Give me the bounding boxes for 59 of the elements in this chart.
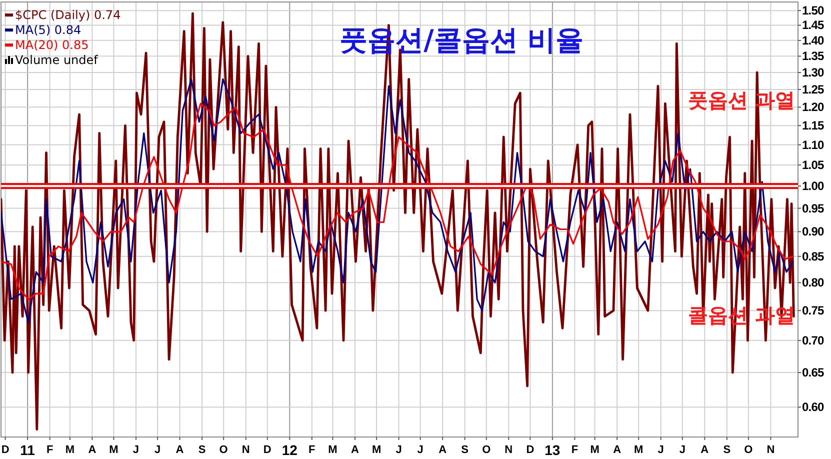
x-tick-label: S xyxy=(723,444,731,456)
y-tick-label: 1.40 xyxy=(802,33,824,48)
x-tick-label: 12 xyxy=(282,442,298,458)
y-tick-label: 1.50 xyxy=(802,4,824,18)
x-tick-label: M xyxy=(372,444,382,456)
y-tick-label: 0.75 xyxy=(802,304,824,318)
x-tick-label: A xyxy=(351,444,360,456)
x-tick-label: J xyxy=(132,444,140,456)
y-tick-label: 0.85 xyxy=(802,249,824,264)
x-tick-label: J xyxy=(396,444,402,456)
y-tick-label: 0.65 xyxy=(802,366,824,380)
x-tick-label: O xyxy=(219,444,228,456)
x-tick-label: D xyxy=(526,444,534,456)
x-tick-label: A xyxy=(176,444,184,456)
legend-label: $CPC (Daily) 0.74 xyxy=(15,8,121,22)
x-tick-label: J xyxy=(658,444,664,456)
x-tick-label: F xyxy=(571,444,578,456)
x-tick-label: M xyxy=(328,444,338,456)
y-tick-label: 1.10 xyxy=(802,138,824,152)
x-tick-label: A xyxy=(438,444,447,456)
x-tick-label: A xyxy=(88,444,96,456)
x-tick-label: J xyxy=(679,444,686,456)
y-tick-label: 0.60 xyxy=(802,400,824,414)
x-tick-label: A xyxy=(613,444,622,456)
x-tick-label: N xyxy=(766,444,775,456)
y-tick-label: 1.30 xyxy=(802,66,824,80)
y-tick-label: 0.80 xyxy=(802,276,824,290)
y-tick-label: 0.70 xyxy=(802,333,824,348)
y-tick-label: 1.25 xyxy=(802,82,824,96)
y-tick-label: 1.00 xyxy=(802,179,824,194)
x-tick-label: D xyxy=(1,444,10,456)
x-tick-label: D xyxy=(263,444,272,456)
x-tick-label: N xyxy=(504,444,513,456)
y-tick-label: 0.95 xyxy=(802,201,824,216)
x-tick-label: J xyxy=(154,444,161,456)
x-tick-label: 13 xyxy=(544,442,560,458)
x-tick-label: M xyxy=(634,444,644,456)
legend-label: MA(20) 0.85 xyxy=(15,38,89,52)
y-tick-label: 0.90 xyxy=(802,224,824,239)
y-tick-label: 1.05 xyxy=(802,158,824,172)
x-tick-label: 11 xyxy=(20,442,36,458)
x-tick-label: M xyxy=(590,444,600,456)
x-tick-label: M xyxy=(109,444,118,456)
annotation: Volume undef xyxy=(15,53,98,67)
x-tick-label: F xyxy=(46,444,54,456)
x-tick-label: O xyxy=(482,444,492,456)
x-tick-label: N xyxy=(242,444,250,456)
x-tick-label: S xyxy=(461,444,469,456)
x-tick-label: O xyxy=(744,444,754,456)
x-tick-label: S xyxy=(198,444,206,456)
y-tick-label: 1.35 xyxy=(802,49,824,64)
x-tick-label: F xyxy=(308,444,316,456)
x-tick-label: A xyxy=(700,444,709,456)
y-tick-label: 1.15 xyxy=(802,118,824,133)
x-tick-label: J xyxy=(417,444,424,456)
y-tick-label: 1.45 xyxy=(802,18,824,32)
y-tick-label: 1.20 xyxy=(802,100,824,114)
x-tick-label: M xyxy=(65,444,75,456)
legend-label: MA(5) 0.84 xyxy=(15,23,82,37)
